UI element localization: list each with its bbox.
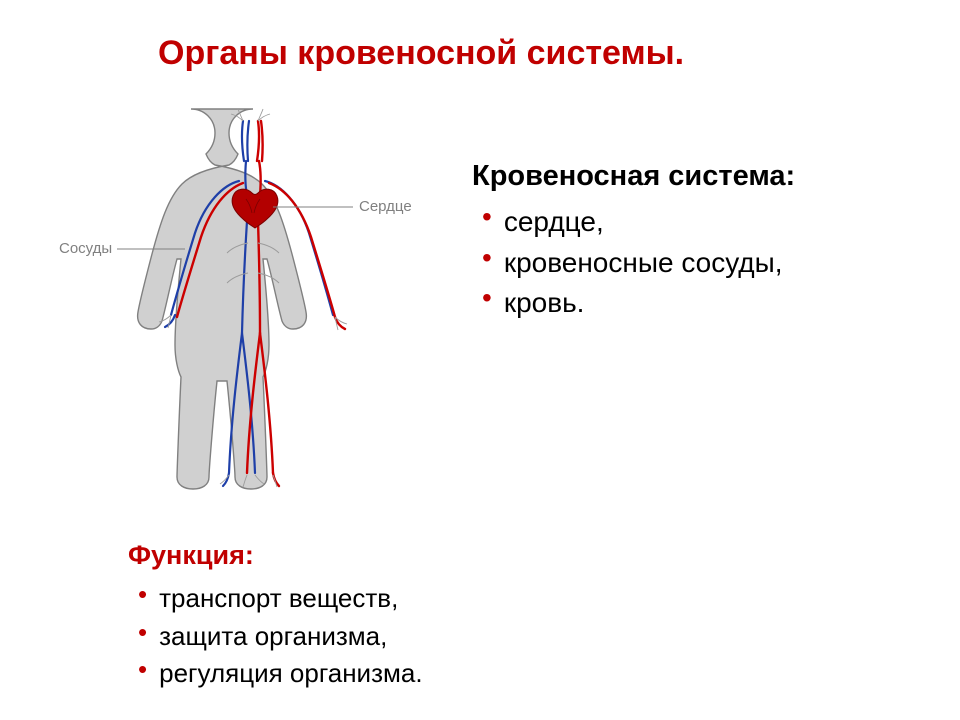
label-vessels: Сосуды [59,240,112,257]
label-heart: Сердце [359,198,412,215]
page-title: Органы кровеносной системы. [158,34,684,73]
list-item: • кровь. [478,283,783,324]
list-item-text: регуляция организма. [159,655,422,693]
bullet-icon: • [138,618,147,647]
body-outline [138,109,307,489]
list-item: • защита организма, [134,618,423,656]
list-item-text: защита организма, [159,618,387,656]
list-item: • кровеносные сосуды, [478,243,783,284]
circulatory-figure: Сердце Сосуды [55,103,450,493]
function-heading: Функция: [128,540,254,571]
system-list: • сердце, • кровеносные сосуды, • кровь. [478,202,783,324]
list-item-text: транспорт веществ, [159,580,398,618]
list-item-text: кровеносные сосуды, [504,243,783,284]
function-list: • транспорт веществ, • защита организма, •… [134,580,423,693]
list-item: • транспорт веществ, [134,580,423,618]
bullet-icon: • [482,283,492,314]
list-item: • регуляция организма. [134,655,423,693]
bullet-icon: • [482,243,492,274]
bullet-icon: • [138,580,147,609]
list-item-text: кровь. [504,283,585,324]
list-item-text: сердце, [504,202,604,243]
bullet-icon: • [138,655,147,684]
system-heading: Кровеносная система: [472,160,795,193]
list-item: • сердце, [478,202,783,243]
bullet-icon: • [482,202,492,233]
